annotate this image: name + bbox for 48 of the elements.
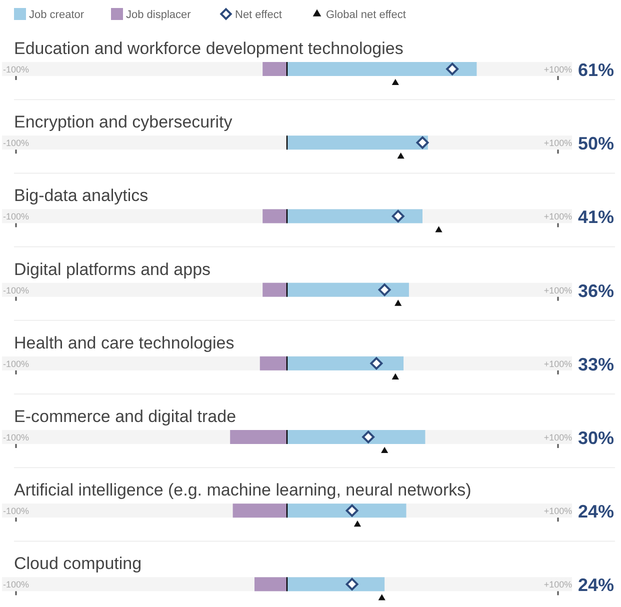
data-label: 41% (578, 207, 614, 228)
bar (287, 430, 426, 444)
y-tick-label: Big-data analytics (14, 186, 148, 206)
data-label: 61% (578, 60, 614, 80)
data-label: 33% (578, 354, 614, 374)
y-tick-label: Health and care technologies (14, 333, 234, 352)
y-tick-label: Cloud computing (14, 554, 142, 574)
data-label: 36% (578, 280, 614, 301)
bar (287, 356, 404, 370)
text: +100% (544, 212, 572, 222)
legend-label: Global net effect (326, 9, 406, 21)
bar (287, 209, 422, 224)
bar (232, 504, 287, 518)
data-label: 30% (578, 428, 614, 448)
bar (287, 577, 385, 592)
data-label: 24% (578, 575, 614, 596)
bar (287, 504, 406, 518)
legend-label: Job displacer (126, 9, 192, 21)
bar (230, 430, 287, 444)
y-tick-label: Encryption and cybersecurity (14, 112, 233, 132)
data-label: 24% (578, 502, 614, 522)
y-tick-label: Digital platforms and apps (14, 260, 211, 279)
text: +100% (544, 285, 572, 296)
text: +100% (544, 580, 572, 590)
y-tick-label: Artificial intelligence (e.g. machine learning, neural networks) (14, 480, 472, 500)
text: +100% (544, 506, 572, 516)
text: -100% (2, 285, 30, 296)
y-tick-label: E-commerce and digital trade (14, 407, 236, 426)
bar (260, 356, 287, 370)
text: +100% (544, 358, 572, 369)
bar (287, 136, 428, 150)
text: +100% (544, 432, 572, 442)
y-tick-label: Education and workforce development technologies (14, 39, 404, 58)
bar (262, 282, 287, 297)
legend-label: Net effect (235, 9, 282, 21)
text: -100% (2, 432, 30, 442)
text: -100% (2, 138, 30, 148)
bar (254, 577, 287, 592)
bar (262, 209, 287, 224)
bar (262, 62, 287, 76)
data-label: 50% (578, 134, 614, 154)
text: -100% (2, 358, 30, 369)
bar (287, 282, 409, 297)
text: -100% (2, 580, 30, 590)
text: -100% (2, 212, 30, 222)
text: +100% (544, 138, 572, 148)
text: -100% (2, 506, 30, 516)
legend-label: Job creator (29, 9, 84, 21)
